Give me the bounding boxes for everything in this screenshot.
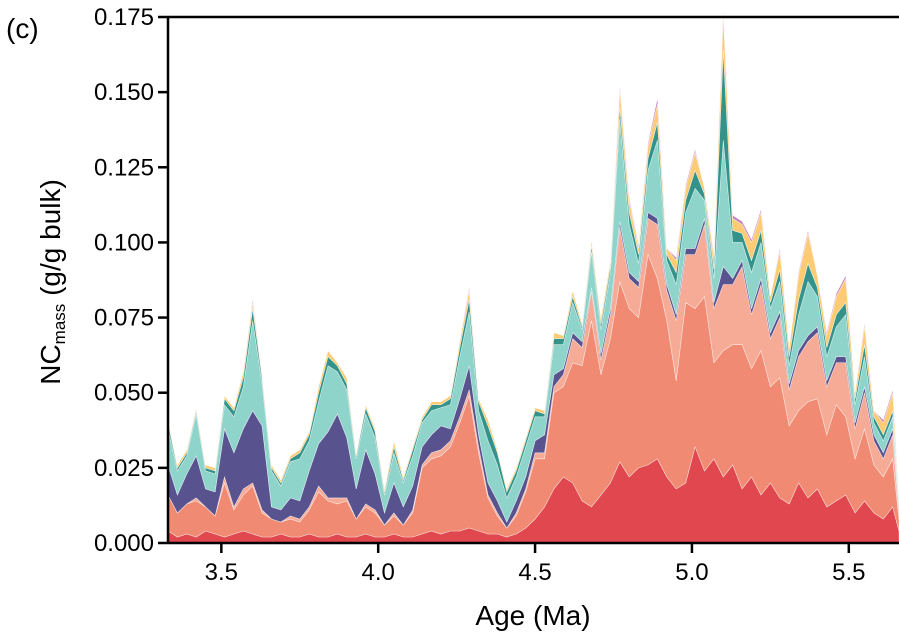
area-layer-8 [167,10,899,498]
y-tick-label: 0.000 [94,530,154,557]
y-tick-label: 0.075 [94,305,154,332]
x-tick-label: 3.5 [205,559,238,586]
x-tick-label: 5.5 [832,559,865,586]
y-axis-title: NCmass (g/g bulk) [35,179,69,385]
y-tick-label: 0.025 [94,455,154,482]
axes [166,15,899,545]
x-tick-label: 4.5 [518,559,551,586]
y-tick-label: 0.050 [94,380,154,407]
y-tick-label: 0.125 [94,154,154,181]
y-axis-title-main: NC [35,344,66,384]
y-axis-ticks: 0.000 0.025 0.050 0.075 0.100 0.125 0.150 0.175 [94,4,168,557]
area-layers [167,10,899,544]
y-tick-label: 0.100 [94,229,154,256]
x-tick-label: 5.0 [675,559,708,586]
x-axis-ticks: 3.5 4.0 4.5 5.0 5.5 [205,543,865,586]
panel-label: (c) [6,13,39,44]
y-tick-label: 0.150 [94,79,154,106]
x-axis-title: Age (Ma) [475,600,590,631]
x-tick-label: 4.0 [362,559,395,586]
y-axis-title-unit: (g/g bulk) [35,179,66,304]
y-tick-label: 0.175 [94,4,154,31]
y-axis-title-subscript: mass [50,304,69,345]
